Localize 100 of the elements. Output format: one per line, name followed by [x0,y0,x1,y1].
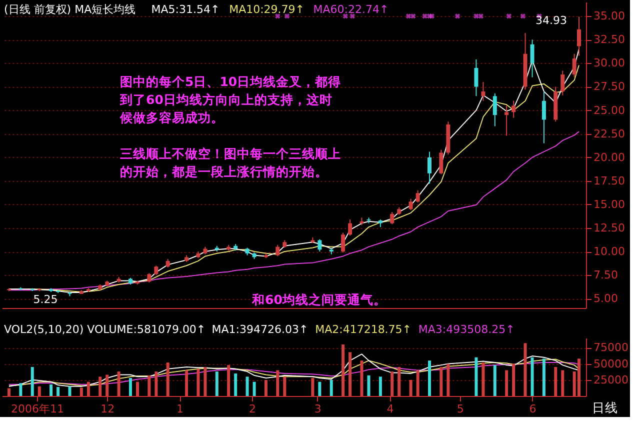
candlestick [348,218,352,236]
text: MA60:22.74↑ [313,3,389,16]
bar [8,388,11,396]
candlestick [439,149,444,175]
bar [512,364,516,396]
y-tick-label: 50000 [594,357,628,370]
bar [446,364,450,396]
candlestick [147,272,152,284]
bar [50,384,53,396]
bar [577,358,580,396]
y-tick-label: 17.50 [594,174,625,188]
bar [318,382,322,396]
text: MA10:29.79↑ [229,3,305,16]
candlestick [390,211,394,225]
chart-title: (日线 前复权) MA短长均线 [4,3,136,16]
line-series [8,131,580,291]
candlestick [408,198,413,211]
bar [474,357,478,396]
bar [276,370,280,396]
annotation: 图中的每个5日、10日均线金叉，都得到了60日均线方向向上的支持，这时候做多容易成功。 [119,74,342,125]
bar [136,382,139,396]
bar [416,370,420,396]
bar [38,386,41,396]
bar [196,368,200,396]
bar [204,367,207,396]
bar [330,380,333,396]
bar [246,376,249,396]
bar [367,375,370,396]
text: MA1:394726.03↑ [212,323,308,336]
bar [19,383,22,396]
y-tick-label: 75000 [594,341,628,354]
bar [390,372,394,396]
candlestick [542,90,546,144]
bar [264,380,268,396]
bar [80,388,83,396]
candlestick [576,16,581,56]
bar [530,357,534,396]
annotation: 三线顺上不做空！图中每一个三线顺上的开始，都是一段上涨行情的开始。 [120,146,341,179]
bar [561,370,564,396]
candlestick [530,39,534,78]
bar [185,370,188,396]
y-tick-label: 25.00 [594,104,625,117]
text: MA5:31.54↑ [151,3,220,16]
bar [542,358,546,396]
y-tick-label: 20.00 [594,150,625,164]
x-tick-label: 3 [314,402,322,416]
bar [482,362,485,396]
candlestick [492,92,497,127]
candlestick [572,53,576,78]
x-tick-label: 2 [248,402,256,416]
candlestick [481,82,486,102]
bar [215,372,218,396]
candlestick [416,190,420,204]
text: MA2:417218.75↑ [315,323,412,336]
bar [98,376,102,396]
x-tick-label: 12 [100,402,115,416]
bar [428,360,431,396]
bar [30,367,34,396]
y-tick-label: 7.50 [594,268,618,282]
annotation: 34.93 [535,14,567,27]
bar [154,372,158,396]
bar [398,367,401,396]
bar [348,352,352,396]
bar [440,367,443,396]
y-tick-label: 35.00 [594,10,625,23]
y-tick-label: 10.00 [594,245,625,258]
x-tick-label: 4 [386,402,394,416]
annotation: 5.25 [33,293,58,306]
bar [378,376,382,396]
x-tick-label: 5 [456,402,464,416]
text: MA3:493508.25↑ [418,323,515,336]
candlestick [276,244,280,257]
bar [166,362,170,396]
bar [311,378,314,396]
y-tick-label: 25000 [594,373,628,386]
text: 日线 [592,400,618,415]
candlestick [341,232,346,253]
x-tick-label: 1 [176,402,184,416]
bar [252,382,256,396]
y-tick-label: 5.00 [594,292,618,306]
bar [283,376,286,396]
x-tick-label: 2006年11 [11,402,64,416]
y-tick-label: 22.50 [594,127,625,140]
candlestick [560,70,565,96]
y-tick-label: 27.50 [594,80,625,94]
line-series [8,354,580,387]
candlestick [504,105,509,136]
bar [227,365,230,396]
y-tick-label: 12.50 [594,221,625,234]
bar [86,382,90,396]
candlestick [318,238,322,252]
x-tick-label: 6 [529,402,536,416]
bar [234,373,238,396]
annotation: 和60均线之间要通气。 [251,292,386,307]
bar [493,365,496,396]
y-tick-label: 30.00 [594,56,625,70]
candlestick [512,100,516,118]
bar [56,386,60,396]
y-tick-label: 32.50 [594,33,625,46]
y-tick-label: 15.00 [594,198,625,211]
